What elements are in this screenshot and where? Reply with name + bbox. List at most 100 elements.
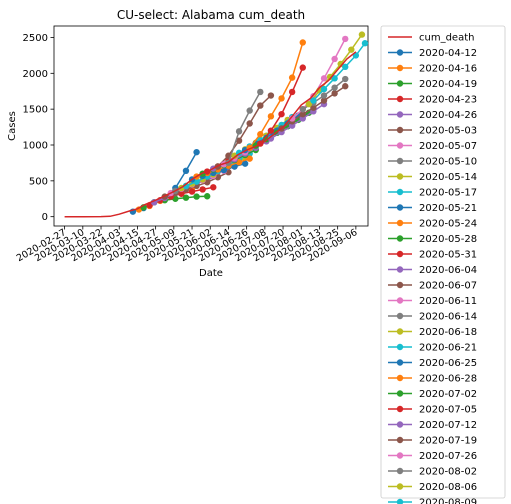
legend-entry: 2020-08-09 [388, 498, 477, 504]
legend-entry: 2020-04-19 [388, 79, 477, 90]
legend-entry: 2020-06-25 [388, 358, 477, 369]
series-point [246, 120, 253, 127]
actual-line [64, 51, 357, 218]
legend-entry: 2020-05-17 [388, 188, 477, 199]
series-point [267, 135, 275, 142]
legend-label: 2020-05-21 [419, 203, 477, 214]
legend-entry: 2020-04-16 [388, 64, 477, 75]
series-point [278, 95, 285, 102]
legend-label: 2020-05-24 [419, 219, 477, 230]
legend-marker [396, 483, 404, 490]
legend-entry: 2020-05-28 [388, 234, 477, 245]
series-point [257, 102, 264, 109]
series-2020-06-14 [225, 88, 264, 167]
legend-label: 2020-04-23 [419, 95, 477, 106]
series-point [204, 193, 211, 200]
series-point [278, 110, 285, 118]
series-point [257, 131, 264, 138]
series-point [246, 107, 253, 114]
legend-entry: 2020-06-07 [388, 281, 477, 292]
series-point [288, 115, 296, 122]
y-tick-label: 500 [29, 176, 48, 187]
legend-marker [396, 235, 404, 242]
legend-marker [396, 266, 404, 273]
series-point [235, 137, 243, 144]
legend-label: 2020-07-26 [419, 451, 477, 462]
legend-entry: 2020-07-19 [388, 436, 477, 447]
legend-marker [396, 173, 404, 180]
legend-marker [396, 343, 404, 351]
legend-entry: 2020-05-10 [388, 157, 477, 168]
series-2020-06-07 [214, 92, 275, 170]
legend-marker [396, 95, 404, 103]
legend-marker [396, 328, 404, 335]
legend-entry: 2020-07-12 [388, 420, 477, 431]
series-point [299, 39, 306, 46]
legend-entry: 2020-08-02 [388, 467, 477, 478]
series-point [331, 90, 338, 97]
legend-entry: 2020-06-11 [388, 296, 477, 307]
legend-marker [396, 126, 404, 134]
x-axis: 2020-02-272020-03-102020-03-222020-04-03… [15, 226, 359, 264]
y-tick-label: 1500 [23, 105, 48, 116]
series-point [199, 186, 206, 193]
legend-label: 2020-06-14 [419, 312, 477, 323]
legend-marker [396, 157, 404, 165]
series-point [288, 88, 296, 96]
legend-entry: 2020-06-21 [388, 343, 477, 354]
series-point [241, 160, 249, 167]
series-point [342, 63, 349, 71]
legend-entry: 2020-06-14 [388, 312, 477, 323]
legend-marker [396, 111, 404, 118]
series-point [299, 64, 306, 71]
legend-marker [396, 436, 404, 444]
series-point [342, 75, 349, 83]
series-point [193, 193, 200, 200]
series-point [267, 92, 275, 99]
legend-frame [380, 25, 506, 499]
series-point [310, 104, 317, 111]
legend-label: 2020-07-12 [419, 420, 477, 431]
series-point [235, 128, 243, 135]
legend-label: 2020-04-16 [419, 64, 477, 75]
series-point [299, 110, 306, 118]
legend-label: 2020-04-19 [419, 79, 477, 90]
y-tick-label: 2500 [23, 33, 48, 44]
series-point [342, 83, 349, 90]
legend-label: 2020-07-19 [419, 436, 477, 447]
series-point [231, 152, 238, 159]
legend-marker [396, 421, 404, 428]
plot-frame [53, 25, 369, 227]
series-point [320, 92, 328, 99]
series-point [182, 182, 190, 190]
x-axis-label: Date [199, 268, 223, 279]
legend-entry: 2020-08-06 [388, 482, 477, 493]
legend-label: 2020-06-04 [419, 265, 477, 276]
legend-label: 2020-06-07 [419, 281, 477, 292]
legend-entry: cum_death [388, 33, 474, 44]
series-point [305, 100, 313, 108]
legend-label: cum_death [419, 33, 474, 44]
legend-marker [396, 359, 404, 366]
legend-label: 2020-08-09 [419, 498, 477, 504]
series-point [246, 155, 253, 162]
series-point [182, 194, 190, 201]
y-axis-label: Cases [7, 111, 18, 141]
legend-label: 2020-06-11 [419, 296, 477, 307]
legend-label: 2020-04-26 [419, 110, 477, 121]
legend-marker [396, 467, 404, 475]
legend-marker [396, 64, 404, 72]
legend-label: 2020-05-17 [419, 188, 477, 199]
legend-label: 2020-06-28 [419, 374, 477, 385]
legend-entry: 2020-05-24 [388, 219, 477, 230]
series-point [337, 60, 344, 68]
legend-marker [396, 204, 404, 211]
legend-marker [396, 312, 404, 320]
legend-entry: 2020-07-05 [388, 405, 477, 416]
legend-label: 2020-05-07 [419, 141, 477, 152]
legend-label: 2020-07-05 [419, 405, 477, 416]
legend-marker [396, 49, 404, 56]
legend-marker [396, 281, 404, 289]
series-point [348, 46, 355, 53]
legend-marker [396, 390, 404, 397]
